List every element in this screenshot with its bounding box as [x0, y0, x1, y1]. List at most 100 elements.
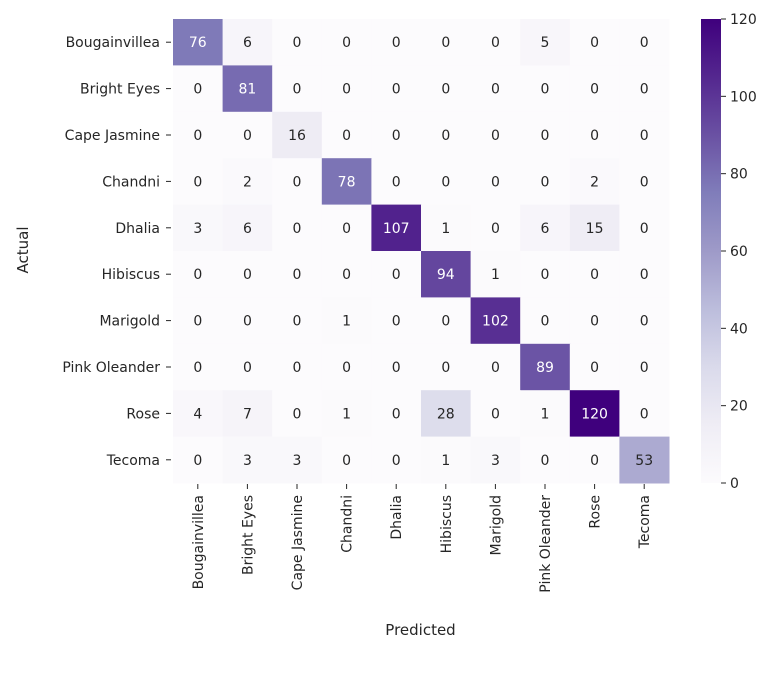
cell-value-label: 0 [541, 453, 550, 469]
heatmap-cell [569, 158, 620, 206]
heatmap-cell [520, 204, 571, 252]
heatmap-cell [421, 65, 472, 113]
heatmap-cell [371, 111, 422, 159]
cell-value-label: 0 [392, 453, 401, 469]
cell-value-label: 0 [342, 267, 351, 283]
colorbar-tick-label: 40 [730, 321, 748, 337]
heatmap-cell [272, 436, 323, 484]
heatmap-cell [569, 343, 620, 391]
cell-value-label: 1 [342, 314, 351, 330]
cell-value-label: 0 [491, 360, 500, 376]
cell-value-label: 0 [541, 82, 550, 98]
cell-value-label: 0 [193, 360, 202, 376]
cell-value-label: 0 [491, 174, 500, 190]
cell-value-label: 0 [590, 35, 599, 51]
cell-value-label: 0 [243, 128, 252, 144]
cell-value-label: 94 [437, 267, 455, 283]
heatmap-cell [421, 251, 472, 298]
cell-value-label: 2 [243, 174, 252, 190]
cell-value-label: 0 [392, 267, 401, 283]
heatmap-cell [619, 297, 670, 345]
heatmap-cell [321, 204, 372, 252]
heatmap-cell [421, 436, 472, 484]
cell-value-label: 6 [541, 221, 550, 237]
heatmap-cell [272, 343, 323, 391]
cell-value-label: 1 [342, 406, 351, 422]
cell-value-label: 4 [193, 406, 202, 422]
heatmap-cell [520, 436, 571, 484]
cell-value-label: 81 [238, 82, 256, 98]
cell-value-label: 0 [640, 360, 649, 376]
cell-value-label: 0 [640, 82, 649, 98]
heatmap-cell [619, 436, 670, 484]
cell-value-label: 1 [491, 267, 500, 283]
cell-value-label: 0 [640, 174, 649, 190]
cell-value-label: 7 [243, 406, 252, 422]
cell-value-label: 0 [441, 35, 450, 51]
cell-value-label: 53 [635, 453, 653, 469]
heatmap-cell [520, 390, 571, 438]
heatmap-cells: 76 6 0 0 0 0 0 5 0 00 81 0 0 0 0 0 0 0 00 0 16 0 0 0 0 0 0 00 2 0 78 0 0… [173, 19, 670, 484]
heatmap-cell [619, 204, 670, 252]
heatmap-cell [173, 297, 224, 345]
heatmap-cell [569, 297, 620, 345]
heatmap-cell [619, 65, 670, 113]
heatmap-cell [222, 297, 273, 345]
x-tick-label: Dhalia [389, 495, 405, 540]
heatmap-cell [222, 111, 273, 159]
heatmap-cell [222, 251, 273, 298]
colorbar-tick-label: 20 [730, 399, 748, 415]
heatmap-cell [272, 158, 323, 206]
heatmap-cell [470, 251, 521, 298]
cell-value-label: 0 [541, 267, 550, 283]
cell-value-label: 0 [342, 221, 351, 237]
cell-value-label: 0 [392, 82, 401, 98]
cell-value-label: 15 [586, 221, 604, 237]
cell-value-label: 107 [383, 221, 410, 237]
heatmap-cell [272, 111, 323, 159]
heatmap-cell [520, 65, 571, 113]
heatmap-cell [520, 297, 571, 345]
x-tick-label: Cape Jasmine [290, 495, 306, 590]
heatmap-cell [470, 297, 521, 345]
x-tick-label: Pink Oleander [538, 495, 554, 593]
heatmap-cell [520, 158, 571, 206]
heatmap-cell [222, 343, 273, 391]
heatmap-cell [569, 251, 620, 298]
heatmap-cell [470, 204, 521, 252]
cell-value-label: 0 [293, 82, 302, 98]
heatmap-cell [222, 158, 273, 206]
x-axis-title: Predicted [385, 621, 455, 639]
cell-value-label: 0 [392, 406, 401, 422]
cell-value-label: 0 [441, 128, 450, 144]
y-tick-label: Bright Eyes [80, 82, 160, 98]
y-tick-label: Hibiscus [102, 267, 160, 283]
cell-value-label: 28 [437, 406, 455, 422]
x-tick-label: Bougainvillea [191, 495, 207, 589]
y-tick-label: Dhalia [115, 221, 160, 237]
heatmap-cell [470, 158, 521, 206]
cell-value-label: 0 [590, 267, 599, 283]
cell-value-label: 5 [541, 35, 550, 51]
cell-value-label: 6 [243, 221, 252, 237]
cell-value-label: 0 [243, 314, 252, 330]
cell-value-label: 0 [392, 128, 401, 144]
cell-value-label: 0 [441, 174, 450, 190]
cell-value-label: 0 [193, 174, 202, 190]
heatmap-cell [272, 390, 323, 438]
y-tick-label: Marigold [99, 314, 160, 330]
heatmap-cell [371, 204, 422, 252]
cell-value-label: 0 [590, 453, 599, 469]
heatmap-cell [371, 158, 422, 206]
y-tick-label: Rose [126, 406, 160, 422]
heatmap-cell [321, 65, 372, 113]
cell-value-label: 0 [590, 82, 599, 98]
heatmap-cell [470, 65, 521, 113]
heatmap-cell [619, 390, 670, 438]
heatmap-cell [272, 297, 323, 345]
heatmap-cell [470, 19, 521, 66]
cell-value-label: 0 [441, 314, 450, 330]
cell-value-label: 76 [189, 35, 207, 51]
heatmap-cell [173, 111, 224, 159]
colorbar-tick-label: 80 [730, 167, 748, 183]
